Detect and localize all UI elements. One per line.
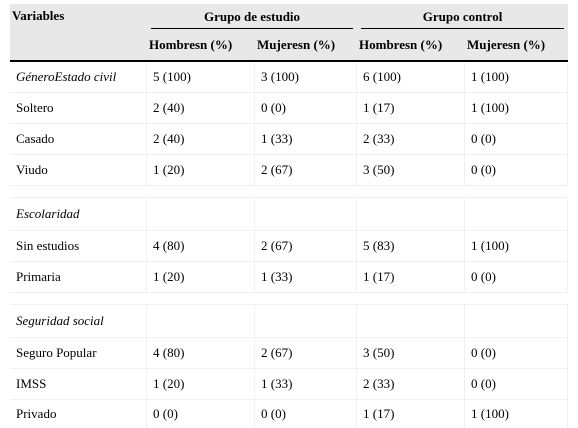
cell-study-men xyxy=(147,305,255,338)
cell-study-men: 2 (40) xyxy=(147,124,255,155)
row-label: GéneroEstado civil xyxy=(10,62,147,93)
cell-control-men: 5 (83) xyxy=(357,231,466,262)
cell-control-women: 0 (0) xyxy=(465,124,569,155)
cell-control-women: 1 (100) xyxy=(465,62,569,93)
cell-control-men: 1 (17) xyxy=(357,262,466,293)
spacer-row xyxy=(10,293,569,305)
cell-control-women: 0 (0) xyxy=(465,338,569,369)
cell-control-women: 0 (0) xyxy=(465,262,569,293)
cell-control-men: 2 (33) xyxy=(357,369,466,400)
row-label: IMSS xyxy=(10,369,147,400)
cell-study-women: 0 (0) xyxy=(255,93,358,124)
table-row: Casado 2 (40) 1 (33) 2 (33) 0 (0) xyxy=(10,124,569,155)
cell-study-women: 2 (67) xyxy=(255,338,358,369)
header-group-study: Grupo de estudio xyxy=(147,4,358,30)
cell-study-men: 5 (100) xyxy=(147,62,255,93)
cell-control-women: 1 (100) xyxy=(465,400,569,428)
header-group-study-label: Grupo de estudio xyxy=(151,6,354,29)
cell-control-men xyxy=(357,198,466,231)
cell-control-men xyxy=(357,305,466,338)
row-label: Viudo xyxy=(10,155,147,186)
table-header: Variables Grupo de estudio Grupo control… xyxy=(10,4,569,62)
cell-control-men: 1 (17) xyxy=(357,400,466,428)
table-row: Soltero 2 (40) 0 (0) 1 (17) 1 (100) xyxy=(10,93,569,124)
cell-study-women: 2 (67) xyxy=(255,231,358,262)
table-row: Seguro Popular 4 (80) 2 (67) 3 (50) 0 (0… xyxy=(10,338,569,369)
cell-study-men: 1 (20) xyxy=(147,155,255,186)
cell-study-women: 1 (33) xyxy=(255,369,358,400)
section-label: Seguridad social xyxy=(10,305,147,338)
cell-study-women: 1 (33) xyxy=(255,262,358,293)
row-label: Casado xyxy=(10,124,147,155)
header-study-women: Mujeresn (%) xyxy=(255,30,358,62)
header-variables: Variables xyxy=(10,4,147,62)
row-label: Soltero xyxy=(10,93,147,124)
data-table-container: Variables Grupo de estudio Grupo control… xyxy=(10,4,569,428)
section-row-seguridad-social: Seguridad social xyxy=(10,305,569,338)
cell-control-men: 3 (50) xyxy=(357,338,466,369)
header-control-men: Hombresn (%) xyxy=(357,30,466,62)
header-group-control: Grupo control xyxy=(357,4,569,30)
table-row: Primaria 1 (20) 1 (33) 1 (17) 0 (0) xyxy=(10,262,569,293)
spacer-cell xyxy=(10,186,569,198)
cell-study-women: 2 (67) xyxy=(255,155,358,186)
table-row: Viudo 1 (20) 2 (67) 3 (50) 0 (0) xyxy=(10,155,569,186)
section-row-escolaridad: Escolaridad xyxy=(10,198,569,231)
header-group-control-label: Grupo control xyxy=(361,6,565,29)
table-row: GéneroEstado civil 5 (100) 3 (100) 6 (10… xyxy=(10,62,569,93)
cell-control-men: 1 (17) xyxy=(357,93,466,124)
row-label: Sin estudios xyxy=(10,231,147,262)
row-label: Primaria xyxy=(10,262,147,293)
header-row-groups: Variables Grupo de estudio Grupo control xyxy=(10,4,569,62)
cell-study-women: 0 (0) xyxy=(255,400,358,428)
table-body: GéneroEstado civil 5 (100) 3 (100) 6 (10… xyxy=(10,62,569,428)
demographics-table: Variables Grupo de estudio Grupo control… xyxy=(10,4,569,428)
table-row: Sin estudios 4 (80) 2 (67) 5 (83) 1 (100… xyxy=(10,231,569,262)
cell-control-men: 3 (50) xyxy=(357,155,466,186)
cell-study-men: 4 (80) xyxy=(147,338,255,369)
cell-study-men xyxy=(147,198,255,231)
spacer-row xyxy=(10,186,569,198)
cell-control-women: 0 (0) xyxy=(465,155,569,186)
cell-study-men: 1 (20) xyxy=(147,369,255,400)
cell-control-women xyxy=(465,305,569,338)
header-study-men: Hombresn (%) xyxy=(147,30,255,62)
cell-control-men: 2 (33) xyxy=(357,124,466,155)
cell-control-women xyxy=(465,198,569,231)
row-label: Seguro Popular xyxy=(10,338,147,369)
cell-study-women xyxy=(255,305,358,338)
cell-control-women: 1 (100) xyxy=(465,231,569,262)
header-row-subgroups: Hombresn (%) Mujeresn (%) Hombresn (%) M… xyxy=(10,30,569,62)
cell-study-men: 1 (20) xyxy=(147,262,255,293)
cell-control-women: 1 (100) xyxy=(465,93,569,124)
section-label: Escolaridad xyxy=(10,198,147,231)
spacer-cell xyxy=(10,293,569,305)
cell-study-men: 0 (0) xyxy=(147,400,255,428)
cell-study-women xyxy=(255,198,358,231)
table-row: Privado 0 (0) 0 (0) 1 (17) 1 (100) xyxy=(10,400,569,428)
cell-study-women: 3 (100) xyxy=(255,62,358,93)
table-row: IMSS 1 (20) 1 (33) 2 (33) 0 (0) xyxy=(10,369,569,400)
cell-study-men: 2 (40) xyxy=(147,93,255,124)
cell-study-women: 1 (33) xyxy=(255,124,358,155)
cell-control-men: 6 (100) xyxy=(357,62,466,93)
row-label: Privado xyxy=(10,400,147,428)
cell-study-men: 4 (80) xyxy=(147,231,255,262)
header-control-women: Mujeresn (%) xyxy=(465,30,569,62)
cell-control-women: 0 (0) xyxy=(465,369,569,400)
